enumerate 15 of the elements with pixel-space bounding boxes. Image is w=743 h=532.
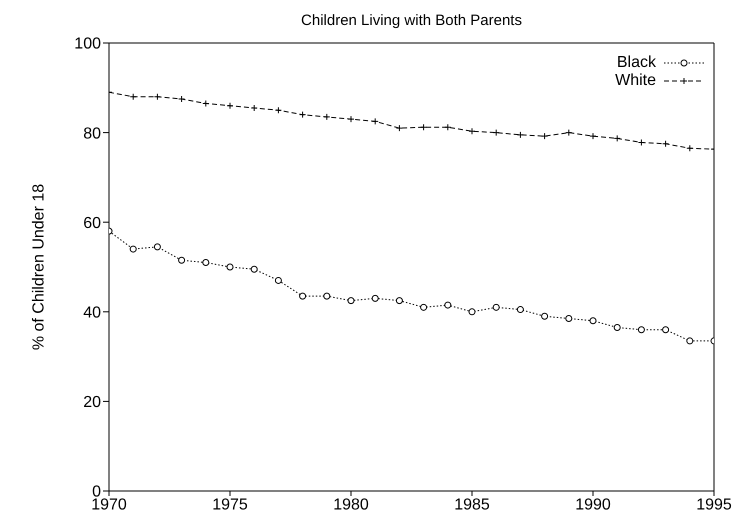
y-tick-label: 20 bbox=[83, 394, 102, 412]
x-tick-label: 1995 bbox=[696, 496, 732, 514]
chart-title: Children Living with Both Parents bbox=[300, 12, 523, 29]
x-tick-label: 1980 bbox=[333, 496, 369, 514]
y-tick-label: 80 bbox=[83, 125, 102, 142]
legend-label: White bbox=[615, 72, 656, 90]
y-tick-label: 100 bbox=[74, 36, 102, 53]
x-tick-label: 1975 bbox=[212, 496, 248, 514]
x-tick-label: 1970 bbox=[91, 496, 127, 514]
y-tick-label: 40 bbox=[83, 304, 102, 322]
x-tick-label: 1985 bbox=[454, 496, 490, 514]
x-tick-label: 1990 bbox=[575, 496, 611, 514]
y-axis-title: % of Children Under 18 bbox=[30, 184, 48, 350]
y-tick-label: 60 bbox=[83, 214, 102, 232]
legend-label: Black bbox=[616, 54, 656, 72]
